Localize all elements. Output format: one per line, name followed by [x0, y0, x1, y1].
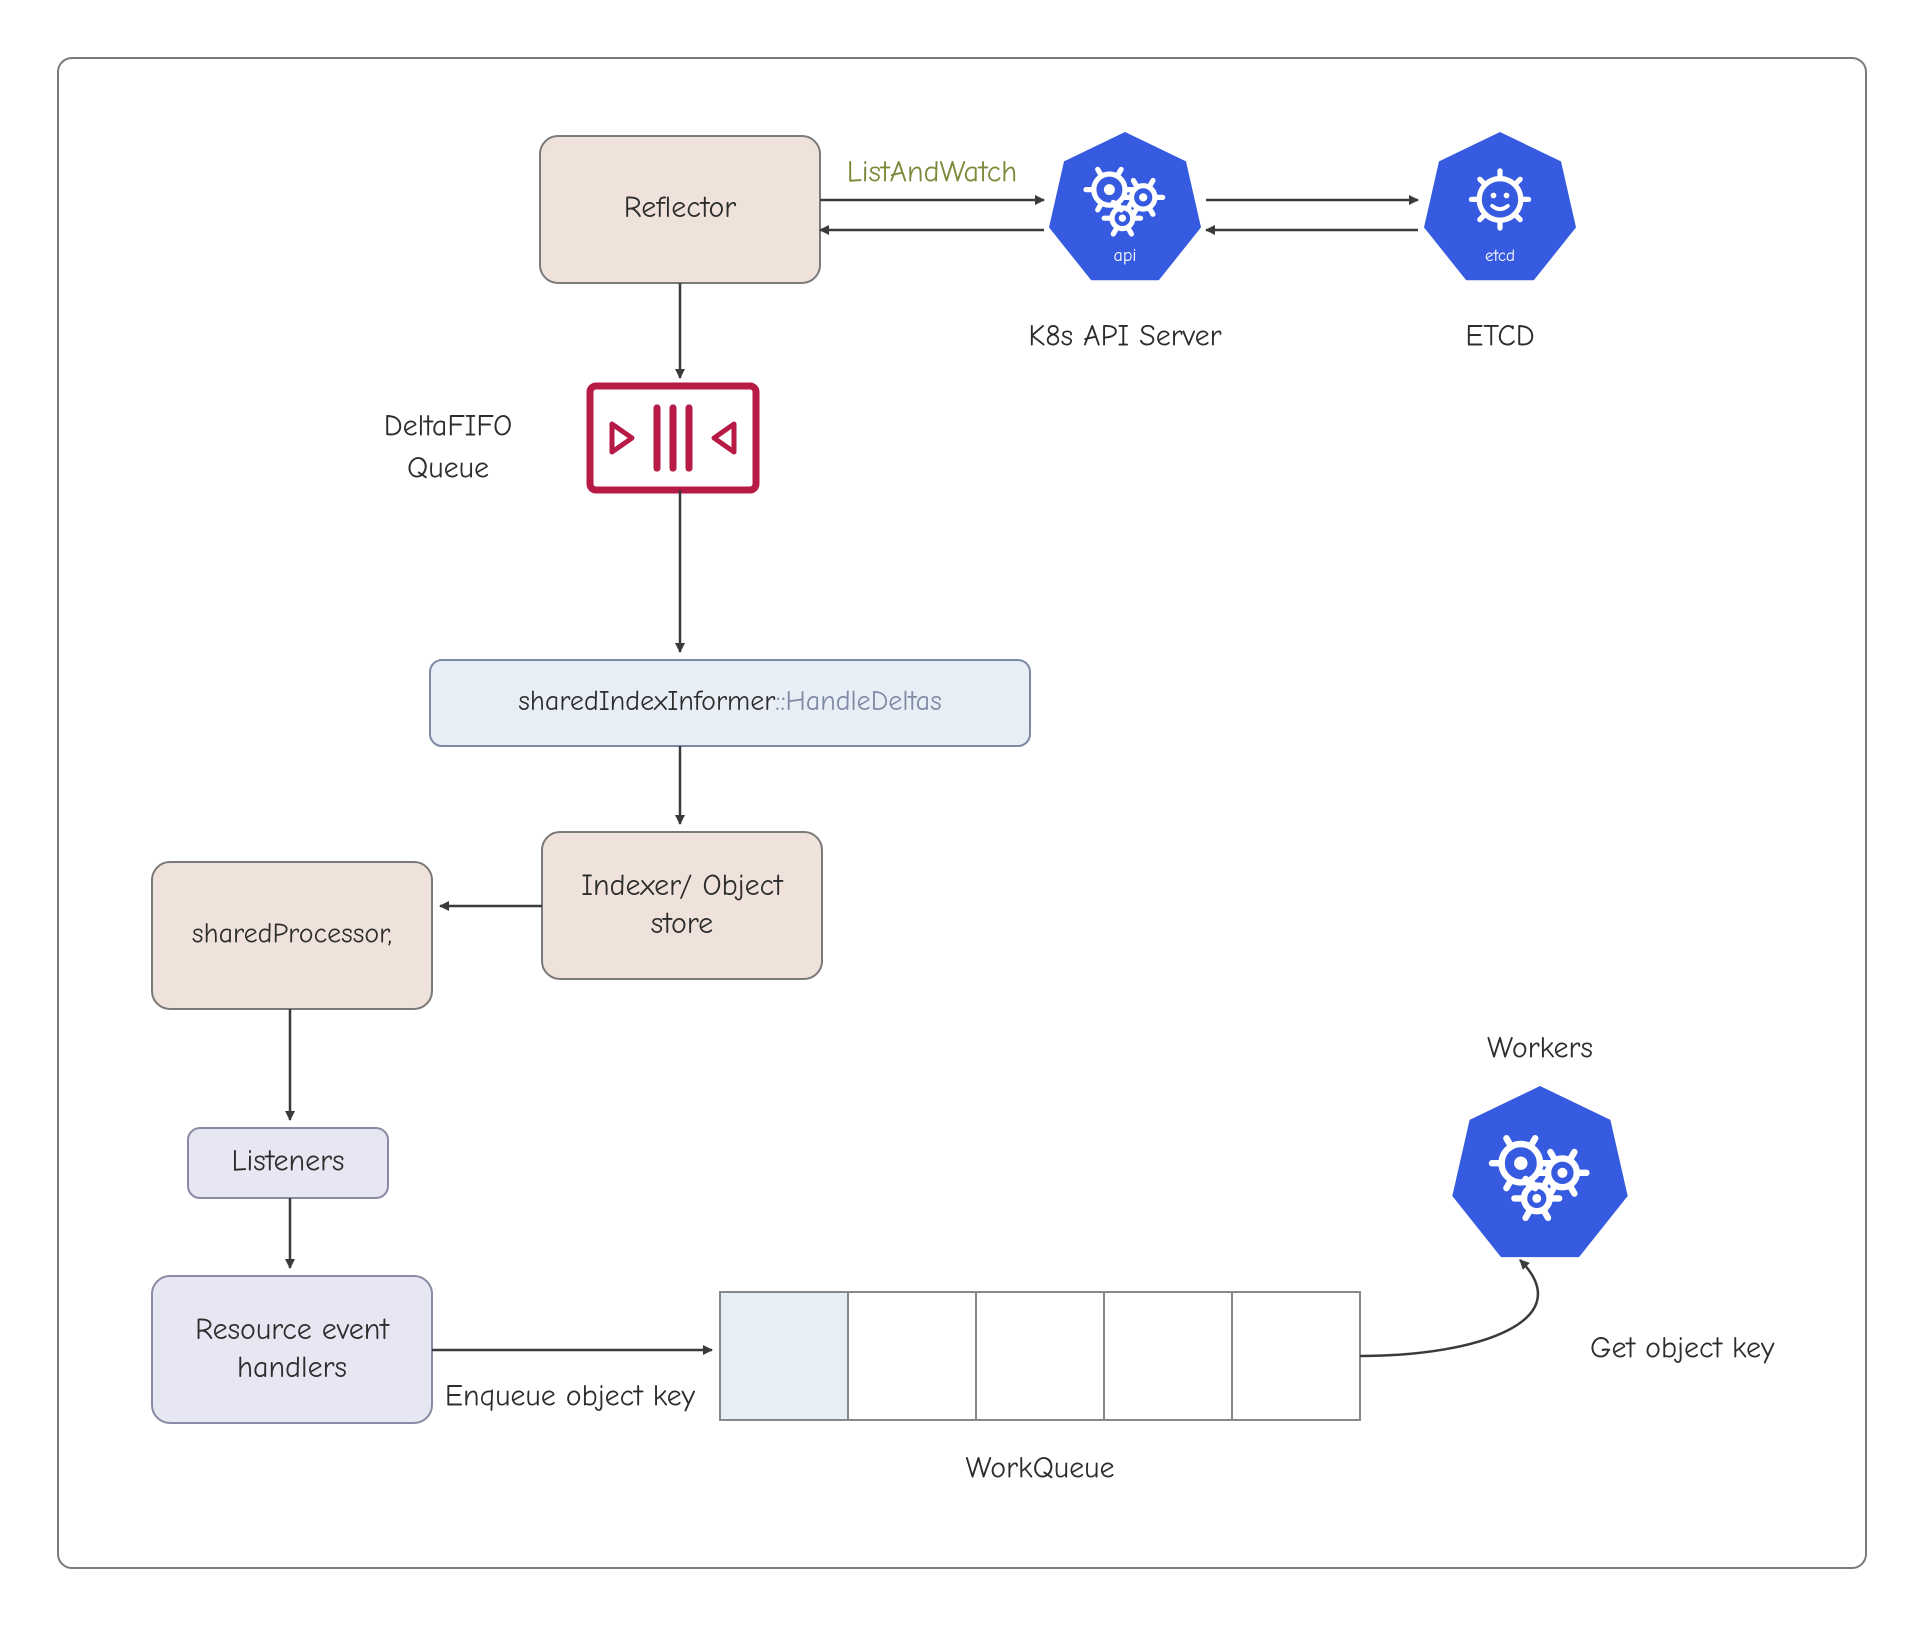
handlers-label-1: Resource event	[195, 1312, 390, 1347]
etcd-badge: etcd	[1485, 247, 1515, 266]
deltafifo-label-line2: Queue	[407, 450, 489, 485]
handlers-label-2: handlers	[237, 1350, 347, 1385]
indexer-label-1: Indexer/ Object	[581, 868, 784, 903]
workqueue-cell	[1232, 1292, 1360, 1420]
indexer-label-2: store	[651, 906, 713, 941]
workqueue-cell	[720, 1292, 848, 1420]
workers-label: Workers	[1487, 1030, 1593, 1065]
handle-deltas-label: sharedIndexInformer::HandleDeltas	[518, 685, 942, 717]
etcd-label: ETCD	[1465, 318, 1534, 353]
deltafifo-label-line1: DeltaFIFO	[384, 408, 513, 443]
edge-handlers-workqueue-label: Enqueue object key	[445, 1378, 696, 1413]
shared-processor-label: sharedProcessor,	[192, 917, 392, 949]
reflector-label: Reflector	[624, 190, 737, 225]
listeners-label: Listeners	[231, 1143, 344, 1178]
workqueue-cell	[848, 1292, 976, 1420]
workqueue-cell	[976, 1292, 1104, 1420]
workqueue-cell	[1104, 1292, 1232, 1420]
workqueue-label: WorkQueue	[965, 1450, 1114, 1485]
edge-workqueue-workers-label: Get object key	[1590, 1330, 1775, 1365]
k8s-api-label: K8s API Server	[1028, 318, 1221, 353]
k8s-api-badge: api	[1114, 245, 1137, 266]
edge-reflector-api-label: ListAndWatch	[847, 154, 1018, 189]
